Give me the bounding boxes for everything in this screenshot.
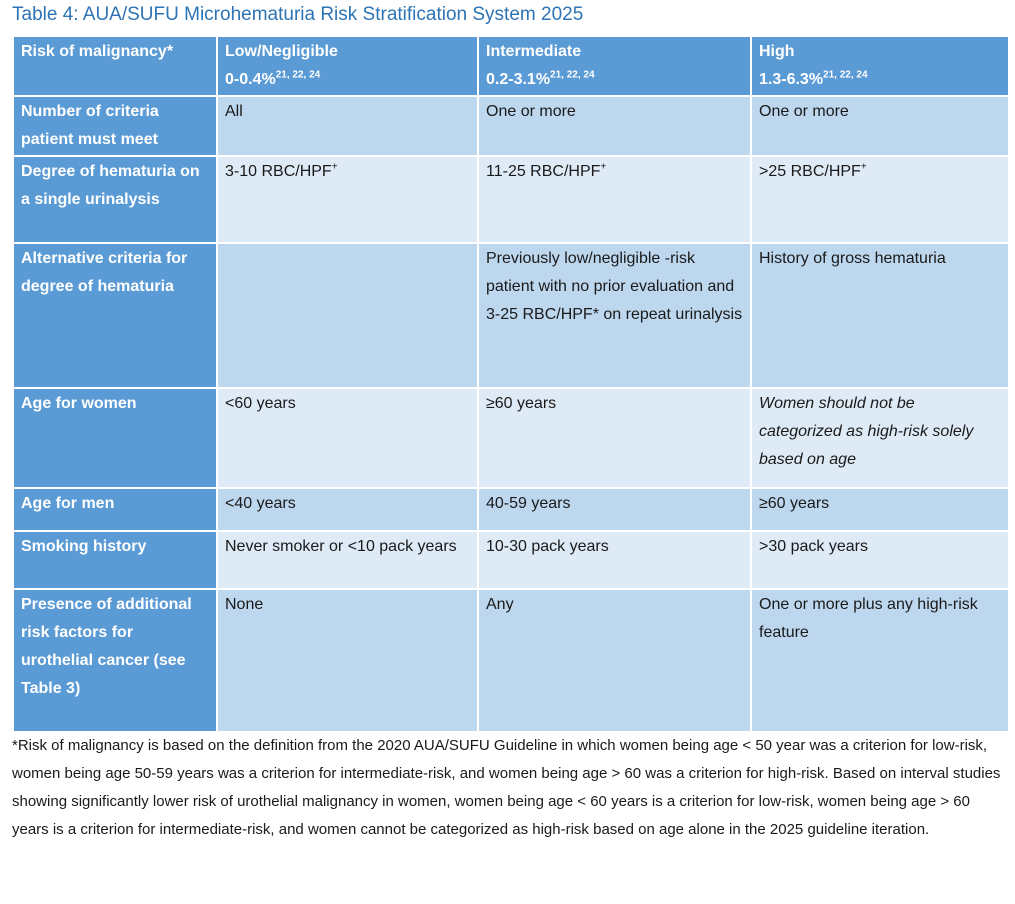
cell-text: Presence of additional risk factors for … <box>21 596 192 697</box>
table-cell: History of gross hematuria <box>750 242 1010 389</box>
row-header: Alternative criteria for degree of hemat… <box>12 242 218 389</box>
cell-text: 11-25 RBC/HPF <box>486 163 601 180</box>
reference: 21, 22, 24 <box>550 69 595 81</box>
cell-text: Previously low/negligible -risk patient … <box>486 250 743 323</box>
cell-text: Alternative criteria for degree of hemat… <box>21 250 188 295</box>
cell-text: Women should not be categorized as high-… <box>759 395 974 468</box>
cell-text: 3-10 RBC/HPF <box>225 163 332 180</box>
header-cell: Intermediate 0.2-3.1%21, 22, 24 <box>477 35 752 97</box>
table-cell: One or more plus any high-risk feature <box>750 588 1010 733</box>
row-header: Age for men <box>12 487 218 532</box>
table-cell <box>216 242 479 389</box>
row-header: Age for women <box>12 387 218 489</box>
table-cell: Women should not be categorized as high-… <box>750 387 1010 489</box>
footnote: *Risk of malignancy is based on the defi… <box>12 737 1001 838</box>
cell-text: <40 years <box>225 495 296 512</box>
risk-range: 0-0.4% <box>225 71 276 88</box>
risk-range-line: 0-0.4%21, 22, 24 <box>225 66 470 94</box>
table-cell: One or more <box>477 95 752 157</box>
header-row: Risk of malignancy* Low/Negligible 0-0.4%2… <box>12 35 1010 97</box>
cell-text: All <box>225 103 243 120</box>
cell-text: History of gross hematuria <box>759 250 946 267</box>
risk-range: 0.2-3.1% <box>486 71 551 88</box>
table-cell: >30 pack years <box>750 530 1010 590</box>
table-row: Alternative criteria for degree of hemat… <box>12 242 1010 389</box>
table-cell: Previously low/negligible -risk patient … <box>477 242 752 389</box>
row-header: Degree of hematuria on a single urinalys… <box>12 155 218 244</box>
header-cell: Risk of malignancy* <box>12 35 218 97</box>
cell-text: Never smoker or <10 pack years <box>225 538 457 555</box>
cell-text: Age for men <box>21 495 115 512</box>
risk-level: High <box>759 43 795 60</box>
risk-level: Intermediate <box>486 43 582 60</box>
cell-text: One or more <box>486 103 576 120</box>
table-cell: Any <box>477 588 752 733</box>
table-cell: <60 years <box>216 387 479 489</box>
risk-range-line: 0.2-3.1%21, 22, 24 <box>486 66 743 94</box>
table-row: Presence of additional risk factors for … <box>12 588 1010 733</box>
header-cell: High 1.3-6.3%21, 22, 24 <box>750 35 1010 97</box>
row-header: Smoking history <box>12 530 218 590</box>
cell-text: Number of criteria patient must meet <box>21 103 159 148</box>
table-cell: 11-25 RBC/HPF+ <box>477 155 752 244</box>
table-cell: <40 years <box>216 487 479 532</box>
risk-range: 1.3-6.3% <box>759 71 824 88</box>
risk-range-line: 1.3-6.3%21, 22, 24 <box>759 66 1001 94</box>
cell-text: Degree of hematuria on a single urinalys… <box>21 163 200 208</box>
cell-text: 10-30 pack years <box>486 538 609 555</box>
cell-text: >25 RBC/HPF <box>759 163 861 180</box>
superscript: + <box>331 161 338 173</box>
table-row: Smoking history Never smoker or <10 pack … <box>12 530 1010 590</box>
table-row: Number of criteria patient must meet All O… <box>12 95 1010 157</box>
table-cell: >25 RBC/HPF+ <box>750 155 1010 244</box>
cell-text: 40-59 years <box>486 495 571 512</box>
table-cell: ≥60 years <box>477 387 752 489</box>
cell-text: <60 years <box>225 395 296 412</box>
header-cell: Low/Negligible 0-0.4%21, 22, 24 <box>216 35 479 97</box>
superscript: + <box>860 161 867 173</box>
risk-level: Low/Negligible <box>225 43 338 60</box>
reference: 21, 22, 24 <box>823 69 868 81</box>
table-body: Risk of malignancy* Low/Negligible 0-0.4%2… <box>12 35 1010 733</box>
table-cell: Never smoker or <10 pack years <box>216 530 479 590</box>
header-text: Risk of malignancy* <box>21 43 174 60</box>
table-cell: One or more <box>750 95 1010 157</box>
cell-text: Age for women <box>21 395 137 412</box>
table-cell: 10-30 pack years <box>477 530 752 590</box>
cell-text: One or more plus any high-risk feature <box>759 596 978 641</box>
row-header: Number of criteria patient must meet <box>12 95 218 157</box>
table-row: Degree of hematuria on a single urinalys… <box>12 155 1010 244</box>
superscript: + <box>600 161 607 173</box>
cell-text: Smoking history <box>21 538 147 555</box>
cell-text: Any <box>486 596 514 613</box>
cell-text: None <box>225 596 264 613</box>
table-cell: None <box>216 588 479 733</box>
cell-text: ≥60 years <box>759 495 830 512</box>
table-row: Age for women <60 years ≥60 years Women sho… <box>12 387 1010 489</box>
reference: 21, 22, 24 <box>275 69 321 81</box>
table-cell: 40-59 years <box>477 487 752 532</box>
cell-text: >30 pack years <box>759 538 868 555</box>
table-cell: 3-10 RBC/HPF+ <box>216 155 479 244</box>
table-cell: All <box>216 95 479 157</box>
cell-text: ≥60 years <box>486 395 557 412</box>
risk-table: Risk of malignancy* Low/Negligible 0-0.4%2… <box>12 35 1010 733</box>
row-header: Presence of additional risk factors for … <box>12 588 218 733</box>
table-row: Age for men <40 years 40-59 years ≥60 years <box>12 487 1010 532</box>
table-cell: ≥60 years <box>750 487 1010 532</box>
table-title: Table 4: AUA/SUFU Microhematuria Risk St… <box>12 4 584 25</box>
cell-text: One or more <box>759 103 849 120</box>
